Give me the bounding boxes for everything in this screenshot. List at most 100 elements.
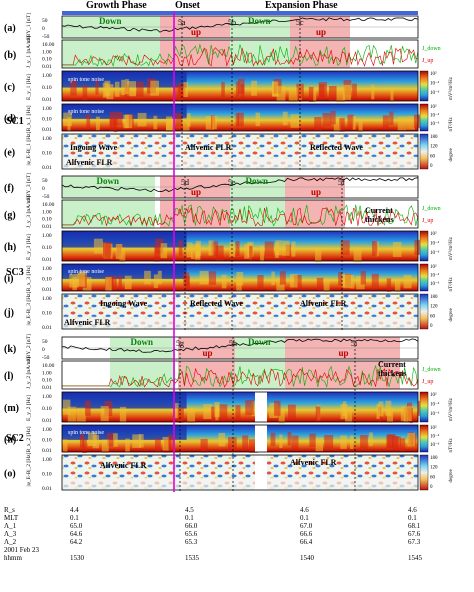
power-burst xyxy=(186,242,193,258)
power-burst xyxy=(227,437,237,451)
power-burst xyxy=(191,244,195,260)
ephem-value: 67.0 xyxy=(300,522,313,530)
y-axis-label: |φ_E-B|_3 [Hz] xyxy=(26,291,32,325)
y-tick-label: 0.01 xyxy=(42,385,52,391)
ephem-value: 0.1 xyxy=(300,514,309,522)
power-burst xyxy=(114,81,120,97)
alfvenic-flr-label: Alfvenic FLR xyxy=(290,458,337,467)
power-burst xyxy=(290,114,299,128)
power-burst xyxy=(287,432,292,446)
colorbar-tick: 10⁻² xyxy=(430,272,440,278)
colorbar-unit: nT²/Hz xyxy=(448,276,454,291)
colorbar-gradient xyxy=(419,103,429,132)
power-burst xyxy=(153,274,159,288)
y-axis-label: E_y_3 [Hz] xyxy=(26,234,32,260)
power-burst xyxy=(221,81,225,97)
y-tick-label: 0.10 xyxy=(42,57,52,63)
power-burst xyxy=(400,406,406,422)
ephem-label: 2001 Feb 23 xyxy=(4,546,40,554)
power-burst xyxy=(352,83,357,99)
panel-o: Alfvenic FLR Alfvenic FLR 180 120 60 0 degree (… xyxy=(4,452,454,492)
phase-header: Growth Phase Onset Expansion Phase xyxy=(62,0,418,15)
y-tick-label: 0.01 xyxy=(42,448,52,454)
power-burst xyxy=(183,81,188,97)
down-label: Down xyxy=(97,176,120,186)
current-thickens-label: Current xyxy=(365,206,393,215)
power-burst xyxy=(291,241,296,257)
power-burst xyxy=(339,118,345,132)
colorbar-tick: 10⁻² xyxy=(430,402,440,408)
power-burst xyxy=(154,246,160,262)
power-burst xyxy=(251,401,258,417)
power-burst xyxy=(240,84,245,100)
y-tick-label: 0 xyxy=(42,347,45,353)
y-axis-label: J_y_3 [nA/m²] xyxy=(26,195,32,228)
y-tick-label: 0 xyxy=(42,26,45,32)
panel-frame xyxy=(61,263,419,292)
power-burst xyxy=(276,86,286,102)
y-axis-label: ΔBY_1 [nT] xyxy=(26,13,32,41)
power-burst xyxy=(82,439,87,454)
power-burst xyxy=(124,275,132,290)
y-tick-label: 0.01 xyxy=(42,287,52,293)
y-tick-label: -50 xyxy=(42,194,50,200)
data-gap xyxy=(255,425,267,452)
power-burst xyxy=(205,116,214,130)
y-tick-label: 0.10 xyxy=(42,277,52,283)
ephem-value: 4.4 xyxy=(70,506,79,514)
colorbar-unit: nT²/Hz xyxy=(448,116,454,131)
power-burst xyxy=(330,110,336,125)
power-burst xyxy=(175,113,182,127)
panel-frame xyxy=(61,360,419,390)
ephem-time: 1540 xyxy=(300,554,315,562)
power-burst xyxy=(340,435,347,449)
y-axis-label: J_y_1 [nA/m²] xyxy=(26,35,32,68)
y-tick-label: 0 xyxy=(42,186,45,192)
y-tick-label: 0.10 xyxy=(42,311,52,317)
low-power-region xyxy=(62,231,187,248)
phase-low-band xyxy=(62,477,418,490)
y-tick-label: 0.10 xyxy=(42,117,52,123)
ephem-time: 1545 xyxy=(408,554,423,562)
power-burst xyxy=(371,273,379,288)
panel-letter: (o) xyxy=(4,469,16,480)
power-burst xyxy=(333,117,341,131)
y-tick-label: 1.00 xyxy=(42,394,52,400)
ephem-value: 64.2 xyxy=(70,538,83,546)
power-burst xyxy=(291,435,299,449)
colorbar-tick: 10⁻² xyxy=(430,241,440,247)
y-axis-label: E_y_2 [Hz] xyxy=(26,395,32,421)
current-thickens-label: thickens xyxy=(365,215,393,224)
up-label: up xyxy=(316,27,326,37)
colorbar-gradient xyxy=(419,293,429,330)
power-burst xyxy=(345,406,353,422)
down-label: Down xyxy=(131,337,154,347)
power-burst xyxy=(235,405,241,421)
power-burst xyxy=(85,400,91,416)
power-burst xyxy=(322,112,332,127)
power-burst xyxy=(385,400,392,416)
y-tick-label: 0.10 xyxy=(42,85,52,91)
colorbar-tick: 180 xyxy=(430,456,438,461)
y-tick-label: 0.01 xyxy=(42,127,52,133)
power-burst xyxy=(315,437,323,452)
power-burst xyxy=(360,270,366,285)
phase-bar xyxy=(62,11,418,15)
panel-i: spin tone noise 10² 10⁻² 10⁻⁶ nT²/Hz (i) B_x_3… xyxy=(4,263,454,293)
power-burst xyxy=(340,240,350,256)
colorbar: 10² 10⁻² 10⁻⁶ mV²/m²/Hz xyxy=(419,70,454,102)
y-tick-label: 0.10 xyxy=(42,472,52,478)
ephem-value: 0.1 xyxy=(185,514,194,522)
colorbar: 180 120 60 0 degree xyxy=(419,293,454,330)
ephem-value: 65.3 xyxy=(185,538,198,546)
y-axis-label: B_x_2 [Hz] xyxy=(26,426,32,452)
power-burst xyxy=(113,118,118,133)
power-burst xyxy=(403,274,412,289)
y-tick-label: 0.01 xyxy=(42,418,52,424)
ephem-value: 64.6 xyxy=(70,530,83,538)
power-burst xyxy=(62,439,68,453)
panel-c: spin tone noise 10² 10⁻² 10⁻⁶ mV²/m²/Hz (c) E_… xyxy=(4,70,454,103)
colorbar-unit: degree xyxy=(449,307,454,321)
